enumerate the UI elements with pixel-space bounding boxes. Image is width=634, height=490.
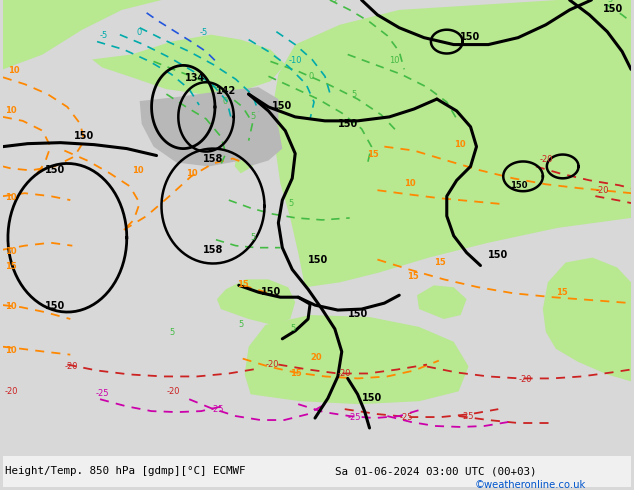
Text: -25: -25	[399, 413, 413, 422]
Text: 15: 15	[407, 272, 419, 281]
Text: 0: 0	[223, 97, 228, 106]
Polygon shape	[235, 139, 261, 173]
Text: 142: 142	[216, 86, 236, 96]
Text: 150: 150	[460, 32, 481, 42]
Text: -25: -25	[347, 413, 361, 422]
Text: 10: 10	[5, 106, 16, 115]
Text: 10: 10	[186, 170, 198, 178]
Text: 10: 10	[5, 302, 16, 311]
Text: 5: 5	[288, 199, 294, 208]
Text: 5: 5	[250, 112, 256, 121]
Text: -20: -20	[518, 375, 531, 384]
Text: -20: -20	[595, 186, 609, 195]
Text: 5: 5	[332, 0, 337, 4]
Text: -25: -25	[96, 389, 110, 398]
Text: 0: 0	[308, 72, 313, 81]
Text: 10: 10	[5, 193, 16, 202]
Text: 150: 150	[261, 287, 281, 297]
Text: 150: 150	[338, 119, 358, 129]
Text: 5: 5	[352, 90, 357, 99]
Polygon shape	[245, 315, 469, 404]
Text: 10: 10	[8, 66, 20, 75]
Text: 134: 134	[185, 73, 205, 83]
Text: 10: 10	[5, 246, 16, 256]
Text: 10: 10	[389, 56, 400, 65]
Text: -20: -20	[540, 155, 553, 165]
Polygon shape	[236, 115, 282, 167]
Text: 150: 150	[273, 101, 293, 111]
Text: 10: 10	[132, 167, 143, 175]
Text: -10: -10	[288, 56, 302, 65]
Text: 158: 158	[203, 245, 223, 255]
Text: -20: -20	[266, 360, 279, 368]
Text: 10: 10	[454, 140, 465, 148]
Text: 10: 10	[404, 179, 416, 188]
Polygon shape	[273, 0, 631, 287]
Polygon shape	[543, 258, 631, 381]
Polygon shape	[417, 285, 467, 319]
Text: 158: 158	[203, 154, 223, 165]
Text: -5: -5	[100, 31, 108, 40]
Text: 150: 150	[510, 181, 527, 190]
Polygon shape	[92, 35, 285, 94]
Text: 15: 15	[368, 149, 379, 159]
Text: 15: 15	[556, 288, 567, 297]
Text: 150: 150	[488, 249, 508, 260]
Text: -25: -25	[461, 412, 474, 421]
Text: 150: 150	[74, 131, 94, 141]
Text: 10: 10	[5, 345, 16, 355]
Text: Sa 01-06-2024 03:00 UTC (00+03): Sa 01-06-2024 03:00 UTC (00+03)	[335, 466, 536, 476]
Text: -5: -5	[199, 27, 207, 37]
Text: -20: -20	[5, 387, 18, 396]
Text: 150: 150	[308, 254, 328, 265]
Text: ©weatheronline.co.uk: ©weatheronline.co.uk	[474, 480, 585, 490]
Text: 5: 5	[607, 0, 612, 4]
Text: 5: 5	[250, 233, 256, 242]
Text: 150: 150	[44, 165, 65, 175]
Text: 150: 150	[44, 301, 65, 311]
Text: 20: 20	[310, 353, 321, 362]
Text: 15: 15	[5, 263, 16, 271]
Text: 0: 0	[137, 27, 142, 37]
Text: 150: 150	[604, 4, 624, 14]
Polygon shape	[139, 87, 278, 167]
Text: 5: 5	[290, 324, 295, 333]
Text: 150: 150	[361, 393, 382, 403]
Text: -25: -25	[211, 405, 224, 414]
Polygon shape	[217, 279, 295, 325]
Text: 5: 5	[239, 320, 244, 329]
Text: 5: 5	[169, 328, 174, 337]
Text: 15: 15	[290, 369, 302, 378]
Text: -20: -20	[65, 362, 78, 370]
Text: Height/Temp. 850 hPa [gdmp][°C] ECMWF: Height/Temp. 850 hPa [gdmp][°C] ECMWF	[5, 466, 245, 476]
Text: -20: -20	[338, 369, 351, 378]
Text: 150: 150	[347, 309, 368, 319]
Text: 15: 15	[434, 259, 446, 268]
Text: -20: -20	[166, 387, 180, 396]
Polygon shape	[3, 0, 162, 70]
Text: 15: 15	[236, 280, 249, 289]
Bar	[3, 456, 631, 488]
